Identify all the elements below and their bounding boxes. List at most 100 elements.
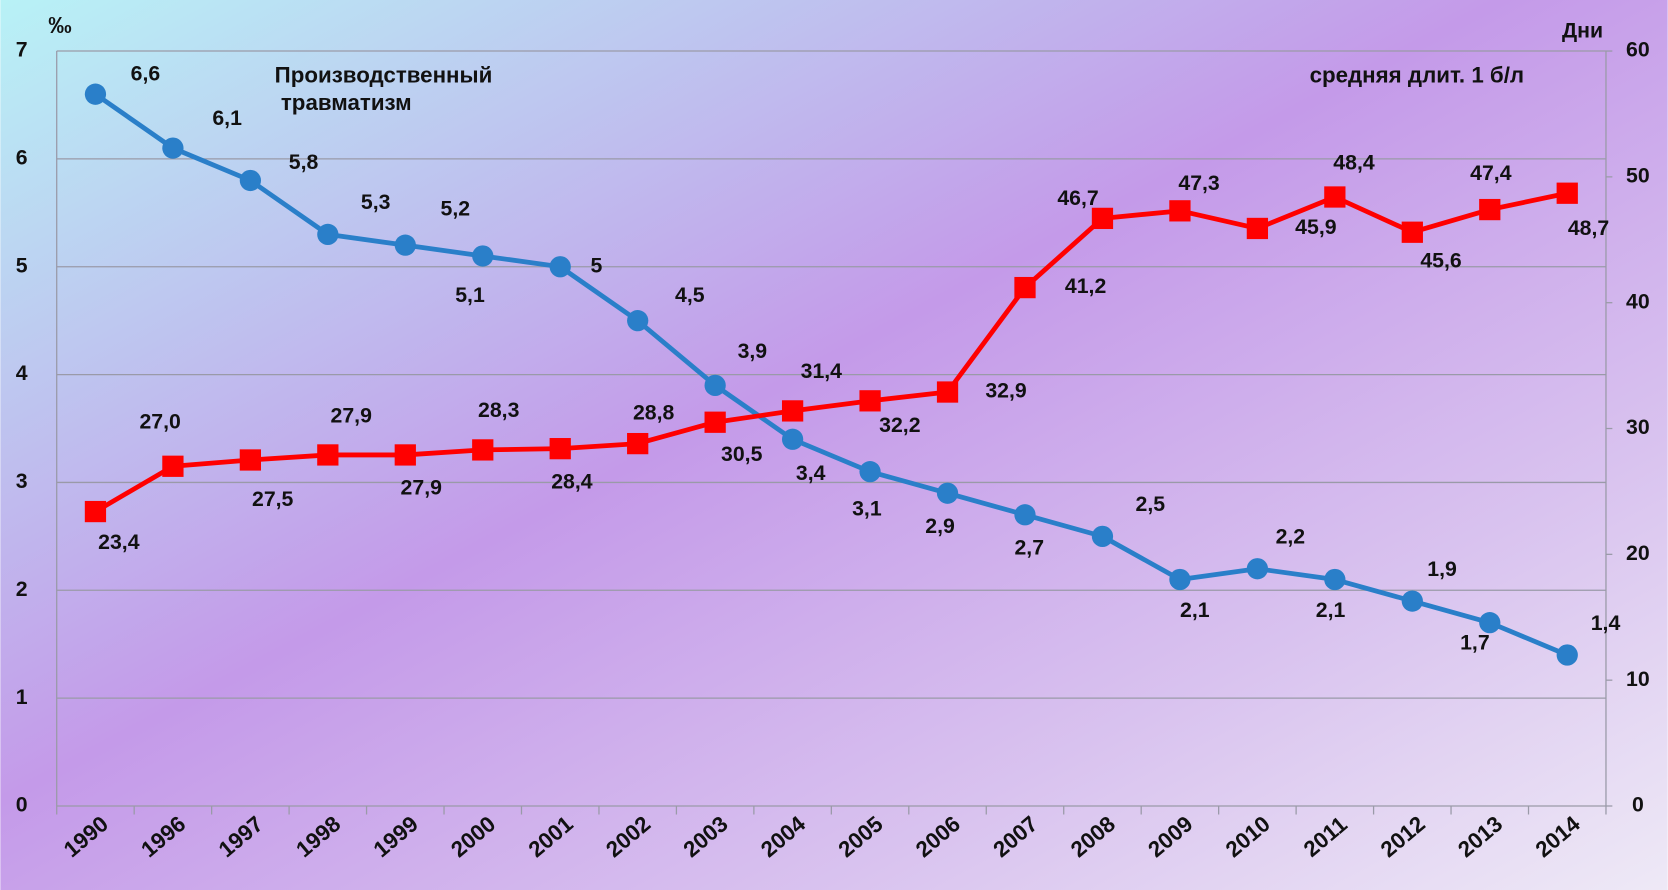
marker	[1401, 221, 1423, 243]
marker	[1556, 644, 1578, 666]
data-label: 28,8	[633, 400, 675, 424]
y-tick-label: 0	[16, 793, 28, 817]
y-tick-label: 5	[16, 253, 28, 277]
marker	[239, 169, 262, 192]
marker	[1169, 568, 1191, 591]
marker	[936, 482, 959, 504]
marker	[781, 428, 804, 450]
data-label: 48,4	[1333, 151, 1375, 175]
data-label: 5	[590, 253, 602, 277]
marker	[1169, 200, 1191, 222]
marker	[704, 374, 726, 397]
data-label: 27,5	[252, 487, 294, 511]
data-label: 1,9	[1427, 557, 1457, 581]
marker	[627, 310, 649, 332]
data-label: 3,1	[852, 497, 882, 521]
data-label: 46,7	[1057, 186, 1098, 210]
marker	[1556, 182, 1578, 204]
marker	[1246, 217, 1269, 240]
marker	[394, 234, 416, 256]
marker	[1324, 568, 1346, 591]
data-label: 27,9	[401, 476, 443, 500]
data-label: 27,9	[331, 403, 373, 427]
marker	[1091, 525, 1114, 548]
marker	[162, 137, 184, 159]
data-label: 2,1	[1316, 598, 1346, 622]
marker	[704, 411, 726, 433]
marker	[239, 449, 262, 471]
marker	[549, 438, 571, 460]
data-label: 2,1	[1180, 598, 1210, 622]
marker	[472, 245, 494, 267]
y-axis-label: ‰	[48, 12, 71, 38]
data-label: 32,2	[879, 413, 920, 437]
marker	[1401, 590, 1423, 612]
marker	[84, 83, 107, 105]
series-name: средняя длит. 1 б/л	[1310, 62, 1525, 87]
data-label: 1,4	[1591, 611, 1621, 635]
marker	[1014, 276, 1036, 299]
data-label: 5,2	[440, 197, 470, 221]
series-name: Производственный травматизм	[275, 62, 493, 115]
marker	[84, 500, 107, 523]
y2-axis-label: Дни	[1562, 19, 1603, 43]
marker	[936, 381, 959, 403]
y-tick-label: 3	[16, 469, 28, 493]
data-label: 2,5	[1136, 492, 1166, 516]
y-tick-label: 2	[16, 577, 28, 601]
data-label: 47,3	[1178, 171, 1220, 195]
data-label: 5,8	[289, 150, 319, 174]
y-tick-label: 7	[16, 38, 28, 62]
marker	[549, 256, 571, 278]
data-label: 2,9	[925, 514, 955, 538]
data-label: 45,6	[1420, 249, 1462, 273]
data-label: 5,1	[455, 283, 485, 307]
data-label: 31,4	[801, 359, 843, 383]
data-label: 28,4	[551, 469, 593, 493]
marker	[627, 432, 649, 455]
series-line	[94, 92, 1569, 658]
series-line	[94, 190, 1568, 514]
y2-tick-label: 40	[1626, 289, 1650, 313]
marker	[859, 461, 881, 483]
series-name-part: травматизм	[275, 90, 412, 115]
data-label: 30,5	[721, 442, 763, 466]
data-label: 3,4	[796, 461, 826, 485]
marker	[317, 444, 339, 466]
data-label: 41,2	[1065, 274, 1106, 298]
data-label: 6,1	[212, 106, 242, 130]
data-label: 47,4	[1470, 161, 1512, 185]
marker	[1246, 558, 1269, 580]
marker	[1014, 504, 1036, 526]
data-label: 2,2	[1276, 524, 1306, 548]
data-label: 3,9	[738, 339, 768, 363]
marker	[859, 390, 881, 412]
marker	[394, 444, 416, 466]
y2-tick-label: 30	[1626, 415, 1650, 439]
y2-tick-label: 0	[1632, 793, 1644, 817]
marker	[781, 400, 804, 422]
data-label: 4,5	[675, 283, 705, 307]
data-label: 27,0	[139, 409, 180, 433]
data-label: 48,7	[1568, 216, 1609, 240]
y2-tick-label: 50	[1626, 163, 1650, 187]
data-label: 6,6	[131, 62, 161, 86]
marker	[472, 439, 494, 461]
marker	[1324, 186, 1346, 208]
data-label: 5,3	[361, 190, 391, 214]
marker	[1091, 207, 1114, 230]
data-label: 23,4	[98, 530, 140, 554]
y2-tick-label: 10	[1626, 667, 1650, 691]
y-tick-label: 1	[16, 685, 28, 709]
marker	[1479, 612, 1501, 634]
y-tick-label: 6	[16, 145, 28, 169]
series-name-part: Производственный	[275, 62, 493, 87]
marker	[1479, 198, 1501, 221]
y2-tick-label: 20	[1626, 541, 1650, 565]
data-label: 32,9	[985, 379, 1027, 403]
data-label: 2,7	[1014, 535, 1044, 559]
data-label: 1,7	[1460, 631, 1490, 655]
